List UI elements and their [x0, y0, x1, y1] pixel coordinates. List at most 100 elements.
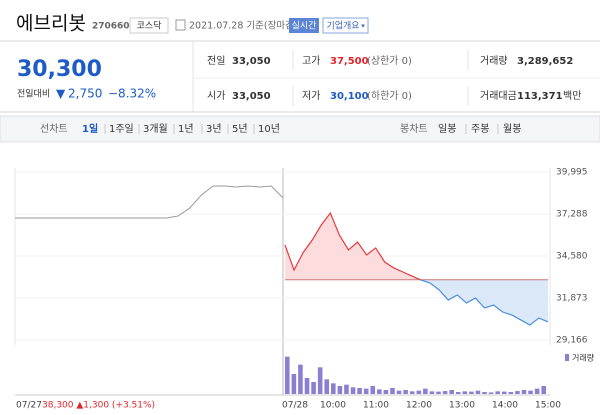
period-tab[interactable]: 3년 [206, 123, 222, 135]
volume-bar [383, 390, 389, 394]
stat-label: 시가 [207, 90, 225, 102]
volume-bar [541, 386, 546, 394]
volume-bar [534, 388, 540, 394]
prev-close: 38,300 ▲1,300 (+3.51%) [42, 401, 155, 411]
volume-bar [495, 391, 500, 394]
stat-note: (상한가 0) [367, 55, 412, 67]
x-tick-label: 14:00 [492, 401, 518, 411]
period-tab[interactable]: 5년 [232, 123, 248, 135]
candle-period-tab[interactable]: 주봉 [471, 123, 489, 135]
volume-bar [501, 391, 507, 394]
y-tick-label: 39,995 [556, 168, 588, 178]
company-info[interactable]: 기업개요 [326, 21, 359, 32]
volume-bar [475, 390, 481, 394]
x-tick-label: 10:00 [320, 401, 346, 411]
y-tick-label: 29,166 [556, 336, 588, 346]
x-tick-label: 12:00 [406, 401, 432, 411]
y-tick-label: 34,580 [556, 252, 588, 262]
x-tick-label: 07/27 [16, 401, 42, 411]
market-badge [129, 17, 169, 34]
x-tick-label: 13:00 [449, 401, 475, 411]
volume-bar [455, 392, 461, 394]
volume-bar [528, 390, 533, 394]
date: 2021.07.28 기준(장마감) [189, 20, 298, 32]
volume-bar [344, 384, 349, 394]
volume-bar [436, 391, 441, 394]
candle-chart-tab: 봉차트 [400, 123, 428, 135]
change-arrow: ▼ [56, 87, 66, 101]
volume-legend: 거래량 [572, 353, 595, 363]
volume-bar [409, 391, 415, 394]
period-tab[interactable]: 1주일 [109, 123, 134, 135]
realtime[interactable]: 실시간 [292, 21, 317, 32]
dropdown-arrow[interactable]: ▾ [361, 22, 365, 30]
stock-code: 270660 [92, 22, 130, 32]
x-tick-label: 15:00 [535, 401, 561, 411]
change-label: 전일대비 [17, 89, 50, 100]
stat-unit: 백만 [563, 90, 581, 102]
stat-label: 전일 [207, 55, 225, 67]
volume-bar [416, 390, 422, 394]
calendar-icon [175, 19, 186, 31]
realtime-badge[interactable] [289, 18, 319, 33]
stat-note: (하한가 0) [367, 89, 412, 102]
volume-bar [462, 391, 468, 394]
price-line-up [284, 211, 423, 280]
volume-bar [363, 388, 369, 394]
stat-value: 33,050 [232, 56, 271, 67]
stat-value: 113,371 [517, 91, 563, 102]
stat-label: 저가 [302, 90, 320, 102]
volume-bar [488, 392, 494, 394]
volume-bar [337, 386, 343, 394]
volume-bar [508, 392, 514, 394]
volume-bar [390, 388, 395, 394]
area-above [285, 213, 548, 280]
volume-bar [423, 388, 428, 394]
y-tick-label: 37,288 [556, 209, 588, 219]
volume-bar [429, 391, 435, 394]
volume-bar [285, 356, 290, 394]
candle-period-tab[interactable]: 일봉 [438, 123, 456, 135]
market: 코스닥 [137, 21, 162, 32]
volume-bar [357, 388, 362, 394]
volume-bar [304, 378, 310, 394]
volume-bar [403, 390, 408, 394]
volume-legend-swatch [565, 354, 569, 361]
stat-value: 37,500 [330, 56, 369, 67]
price-line-down [418, 279, 549, 326]
stat-label: 거래대금 [480, 90, 517, 102]
change: 2,750 [68, 87, 102, 101]
stat-label: 고가 [302, 55, 320, 67]
volume-bar [370, 386, 376, 394]
stat-value: 3,289,652 [517, 56, 573, 67]
y-tick-label: 31,873 [556, 294, 588, 304]
x-tick-label: 11:00 [363, 401, 389, 411]
volume-bar [482, 392, 487, 394]
volume-bar [298, 364, 303, 394]
volume-bar [317, 367, 323, 394]
period-tab[interactable]: 1일 [82, 122, 98, 135]
volume-bar [377, 389, 382, 394]
change-rate: −8.32% [108, 87, 156, 101]
stat-value: 30,100 [330, 91, 369, 102]
volume-bar [311, 382, 316, 394]
candle-period-tab[interactable]: 월봉 [503, 123, 521, 135]
tab-bar [0, 115, 600, 143]
period-tab[interactable]: 10년 [258, 123, 280, 135]
prev-day-line [15, 185, 284, 219]
volume-bar [515, 391, 520, 394]
volume-bar [521, 390, 527, 394]
volume-bar [291, 374, 297, 394]
stat-value: 33,050 [232, 91, 271, 102]
company-info-button[interactable] [322, 17, 369, 34]
period-tab[interactable]: 1년 [178, 123, 194, 135]
x-tick-label: 07/28 [282, 401, 308, 411]
stock-name: 에브리봇 [16, 13, 86, 35]
volume-bar [331, 383, 336, 394]
stat-label: 거래량 [480, 55, 508, 67]
volume-bar [324, 379, 330, 394]
area-below [420, 279, 548, 326]
period-tab[interactable]: 3개월 [143, 123, 168, 135]
volume-bar [396, 390, 402, 394]
